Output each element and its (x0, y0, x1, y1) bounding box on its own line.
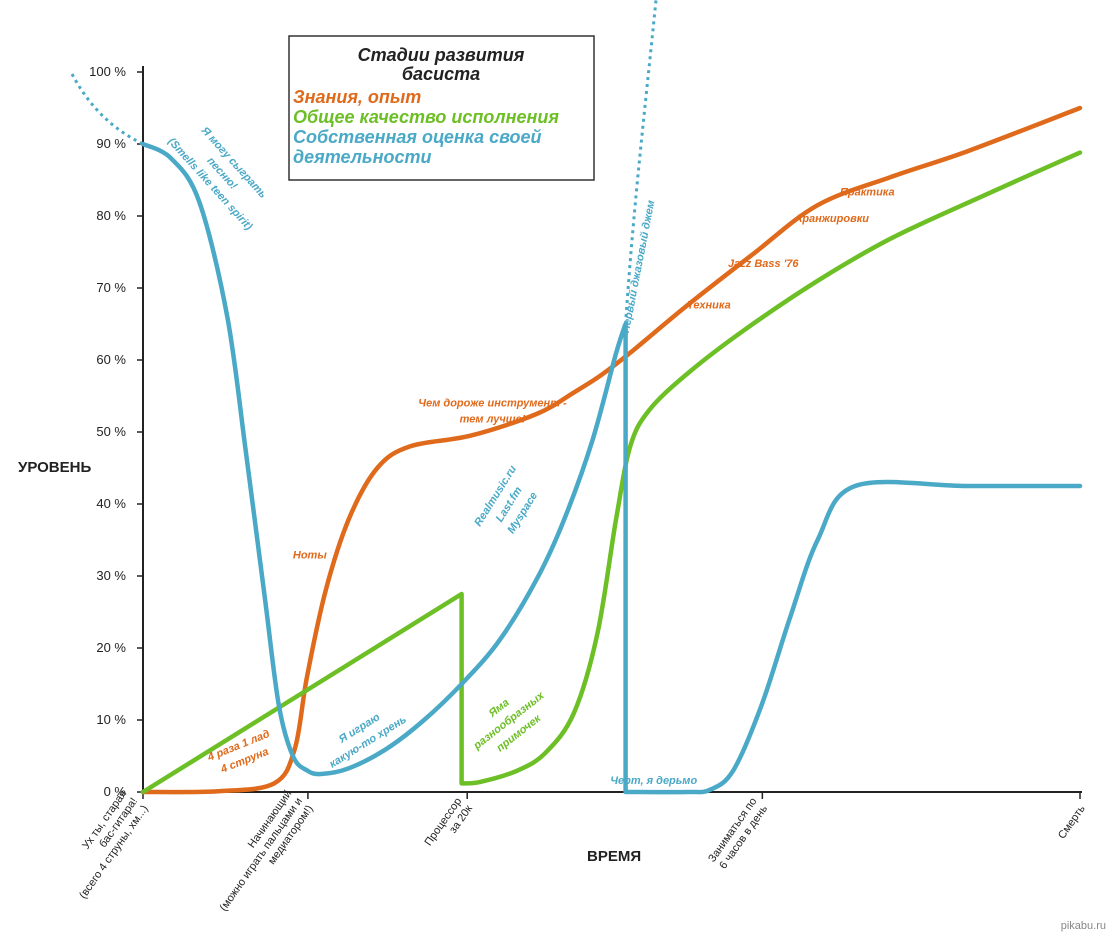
annotation-line: (Smells like teen spirit) (165, 136, 254, 233)
annotation-noty: Ноты (293, 549, 327, 561)
x-category-label: Смерть (1056, 803, 1088, 841)
legend-entry-series-knowledge: Знания, опыт (293, 87, 421, 107)
chart-title: басиста (402, 64, 480, 84)
annotation-aranzh: Аранжировки (793, 213, 869, 225)
y-tick-label: 100 % (89, 64, 126, 79)
annotation-chert: Черт, я дерьмо (610, 775, 697, 787)
chart-title: Стадии развития (358, 45, 525, 65)
annotation-line: Практика (840, 187, 895, 199)
x-category-label: Начинающий(можно играть пальцами имедиат… (218, 788, 316, 914)
annotation-line: Аранжировки (793, 213, 869, 225)
y-tick-label: 80 % (96, 208, 126, 223)
annotation-jazzbass: Jazz Bass '76 (728, 258, 799, 270)
annotation-line: Ноты (293, 549, 327, 561)
y-tick-label: 40 % (96, 496, 126, 511)
series-performance-line (140, 150, 1083, 795)
y-tick-label: 0 % (104, 784, 127, 799)
annotation-line: Техника (687, 300, 731, 312)
annotation-dorozhe: Чем дороже инструмент - тем лучше! (418, 397, 567, 425)
legend-entry-series-self-assessment: Собственная оценка своей (293, 127, 542, 147)
self-assessment-extension-peak (624, 0, 658, 325)
y-tick-label: 60 % (96, 352, 126, 367)
annotation-dzhem: Первый джазовый джем (620, 199, 658, 334)
annotation-line: Первый джазовый джем (620, 199, 658, 334)
legend-box (288, 35, 595, 181)
series-knowledge-line (140, 105, 1083, 795)
x-category-line: Смерть (1056, 803, 1088, 841)
annotation-line: Черт, я дерьмо (610, 775, 697, 787)
self-assessment-extension-start (70, 73, 144, 146)
y-tick-label: 30 % (96, 568, 126, 583)
watermark: pikabu.ru (1060, 920, 1106, 932)
x-category-label: Заниматься по6 часов в день (706, 796, 770, 872)
x-axis-label: ВРЕМЯ (587, 848, 641, 865)
series-lines (70, 0, 1083, 795)
annotation-praktika: Практика (840, 187, 895, 199)
y-tick-label: 50 % (96, 424, 126, 439)
x-category-line: (можно играть пальцами и (218, 796, 305, 914)
y-tick-label: 90 % (96, 136, 126, 151)
y-tick-label: 70 % (96, 280, 126, 295)
axes (142, 66, 1082, 793)
annotation-tehnika: Техника (687, 300, 731, 312)
y-tick-label: 20 % (96, 640, 126, 655)
legend-entry-series-performance: Общее качество исполнения (293, 107, 559, 127)
annotation-line: тем лучше! (460, 413, 526, 425)
y-tick-label: 10 % (96, 712, 126, 727)
y-axis-label: УРОВЕНЬ (18, 459, 91, 476)
series-self-assessment-line (140, 141, 1083, 795)
y-ticks: 0 % 10 % 20 % 30 % 40 % 50 % 60 % 70 % 80 % 90 % 1… (89, 64, 143, 799)
annotation-line: Jazz Bass '76 (728, 258, 799, 270)
legend-entry-series-self-assessment: деятельности (293, 147, 432, 167)
annotation-line: Чем дороже инструмент - (418, 397, 567, 409)
